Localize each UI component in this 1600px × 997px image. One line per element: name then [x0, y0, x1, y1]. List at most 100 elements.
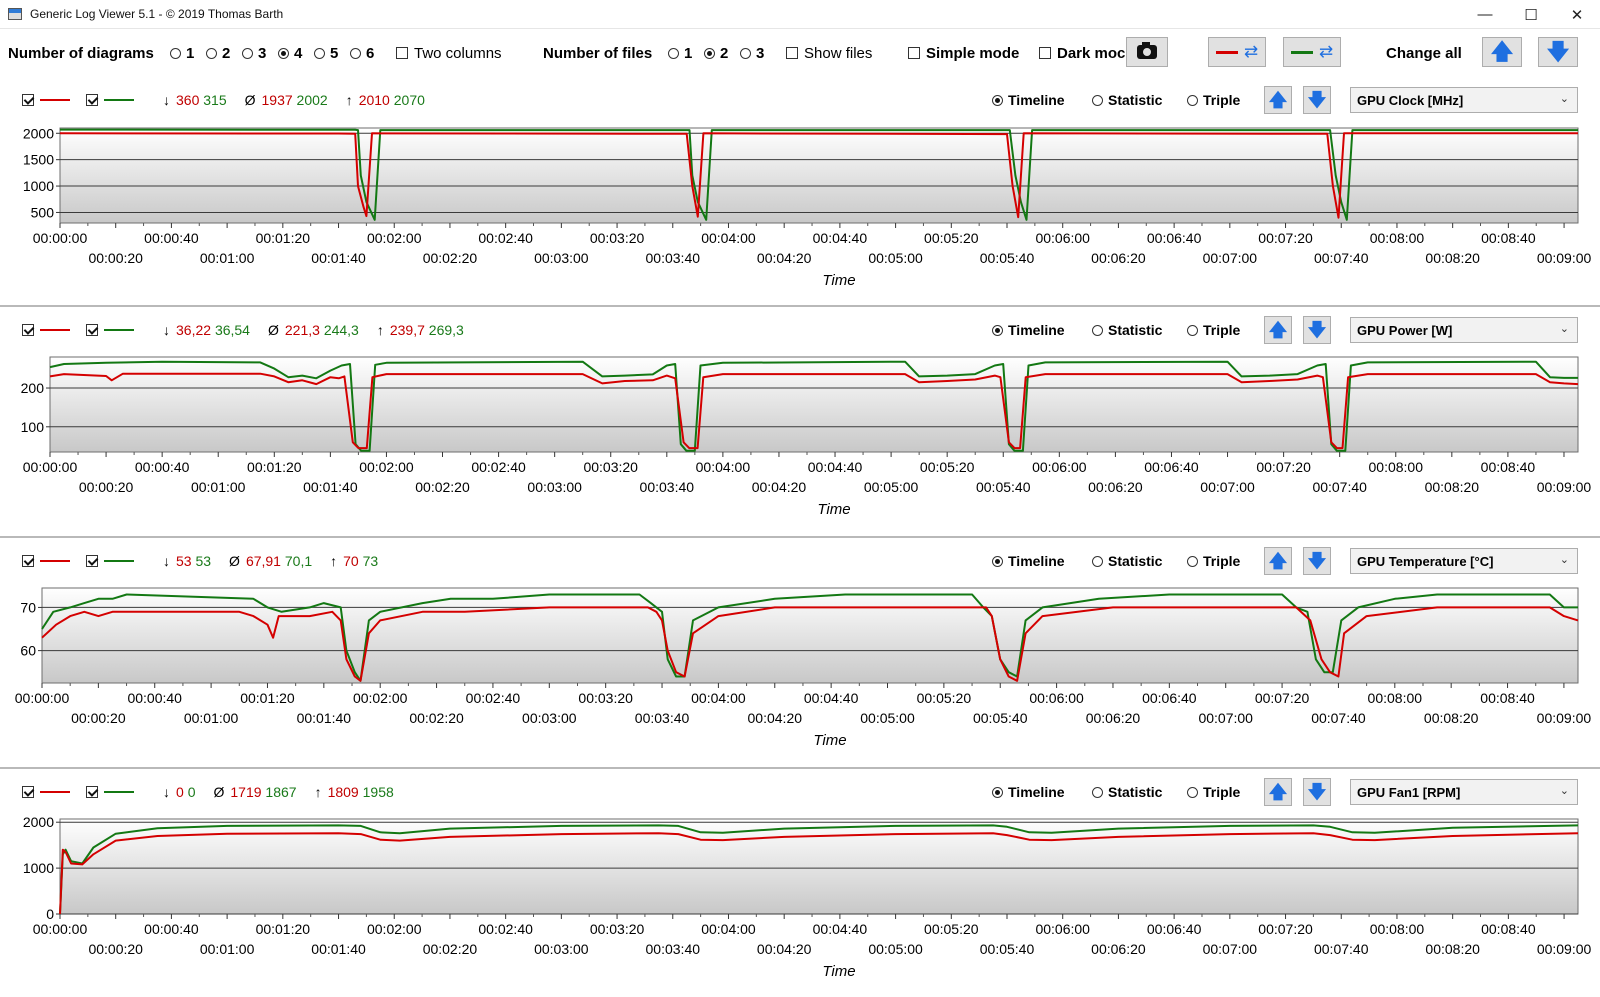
checkbox-icon: [786, 47, 798, 59]
y-tick-label: 100: [21, 419, 45, 435]
timeline-radio[interactable]: Timeline: [992, 77, 1065, 123]
diagram-up-button[interactable]: 🡅: [1264, 547, 1292, 575]
x-tick-label: 00:00:20: [79, 479, 134, 495]
change-all-down-button[interactable]: 🡇: [1538, 37, 1578, 67]
diagram-option-1[interactable]: 1: [170, 29, 194, 77]
max-arrow-icon: ↑: [376, 322, 384, 338]
x-tick-label: 00:03:40: [646, 250, 701, 266]
show-files-checkbox[interactable]: Show files: [786, 29, 872, 77]
triple-radio[interactable]: Triple: [1187, 307, 1240, 353]
panel-separator[interactable]: [0, 304, 1600, 309]
arrow-up-icon: 🡅: [1268, 90, 1288, 110]
checkbox-checked-icon: [22, 324, 34, 336]
red-series-toggle[interactable]: [22, 769, 70, 815]
red-series-toggle[interactable]: [22, 538, 70, 584]
x-tick-label: 00:04:00: [696, 459, 751, 475]
minimize-button[interactable]: —: [1477, 6, 1493, 23]
diagram-up-button[interactable]: 🡅: [1264, 778, 1292, 806]
screenshot-button[interactable]: [1126, 37, 1168, 67]
chart-clock[interactable]: 50010001500200000:00:0000:00:2000:00:400…: [0, 123, 1600, 305]
x-tick-label: 00:09:00: [1537, 941, 1592, 957]
statistic-radio[interactable]: Statistic: [1092, 77, 1162, 123]
x-tick-label: 00:00:40: [127, 690, 182, 706]
file-option-1[interactable]: 1: [668, 29, 692, 77]
x-tick-label: 00:07:20: [1256, 459, 1311, 475]
chart-fan[interactable]: 0 1000 2000 00:00:0000:00:2000:00:4000:01:0…: [0, 815, 1600, 997]
diagram-option-2[interactable]: 2: [206, 29, 230, 77]
triple-radio[interactable]: Triple: [1187, 769, 1240, 815]
x-tick-label: 00:07:40: [1311, 710, 1366, 726]
x-tick-label: 00:00:00: [33, 921, 88, 937]
x-tick-label: 00:02:40: [471, 459, 526, 475]
x-tick-label: 00:00:40: [144, 921, 199, 937]
min-arrow-icon: ↓: [163, 784, 170, 800]
radio-selected-icon: [704, 47, 715, 59]
change-all-up-button[interactable]: 🡅: [1482, 37, 1522, 67]
x-tick-label: 00:03:20: [583, 459, 638, 475]
x-tick-label: 00:00:00: [23, 459, 78, 475]
diagram-option-4[interactable]: 4: [278, 29, 302, 77]
min-green-value: 36,54: [214, 322, 250, 338]
diagram-down-button[interactable]: 🡇: [1303, 778, 1331, 806]
radio-icon: [170, 47, 181, 59]
statistic-radio[interactable]: Statistic: [1092, 538, 1162, 584]
x-tick-label: 00:08:00: [1368, 690, 1423, 706]
green-series-toggle[interactable]: [86, 538, 134, 584]
green-series-toggle[interactable]: [86, 77, 134, 123]
two-columns-checkbox[interactable]: Two columns: [396, 29, 502, 77]
diagram-up-button[interactable]: 🡅: [1264, 86, 1292, 114]
timeline-radio[interactable]: Timeline: [992, 307, 1065, 353]
diagram-down-button[interactable]: 🡇: [1303, 316, 1331, 344]
sensor-select[interactable]: GPU Fan1 [RPM] ⌄: [1350, 779, 1578, 805]
green-file-swap-button[interactable]: ⇄: [1283, 37, 1341, 67]
green-series-toggle[interactable]: [86, 307, 134, 353]
x-tick-label: 00:06:40: [1144, 459, 1199, 475]
panel-separator[interactable]: [0, 535, 1600, 540]
dark-mode-checkbox[interactable]: Dark moc: [1039, 29, 1129, 77]
y-tick-label: 2000: [23, 125, 54, 141]
red-series-toggle[interactable]: [22, 307, 70, 353]
file-option-3[interactable]: 3: [740, 29, 764, 77]
red-series-toggle[interactable]: [22, 77, 70, 123]
diagram-down-button[interactable]: 🡇: [1303, 86, 1331, 114]
sensor-select[interactable]: GPU Power [W] ⌄: [1350, 317, 1578, 343]
diagram-option-6[interactable]: 6: [350, 29, 374, 77]
chart-temp[interactable]: 607000:00:0000:00:2000:00:4000:01:0000:0…: [0, 584, 1600, 767]
series-line: [41, 606, 1579, 682]
checkbox-icon: [396, 47, 408, 59]
series-line: [59, 132, 1578, 219]
maximize-button[interactable]: ☐: [1524, 6, 1538, 24]
sensor-select[interactable]: GPU Temperature [°C] ⌄: [1350, 548, 1578, 574]
min-red-value: 36,22: [176, 322, 212, 338]
diagram-option-3[interactable]: 3: [242, 29, 266, 77]
x-tick-label: 00:05:00: [868, 941, 923, 957]
timeline-radio[interactable]: Timeline: [992, 769, 1065, 815]
triple-radio[interactable]: Triple: [1187, 538, 1240, 584]
green-line-icon: [104, 329, 134, 331]
diagram-option-5[interactable]: 5: [314, 29, 338, 77]
close-button[interactable]: ✕: [1570, 6, 1584, 24]
avg-green-value: 70,1: [284, 553, 313, 569]
green-series-toggle[interactable]: [86, 769, 134, 815]
chevron-down-icon: ⌄: [1559, 93, 1569, 105]
diagram-header: ↓ 53 53 Ø 67,91 70,1 ↑ 70 73 Timeline St…: [0, 538, 1600, 584]
sensor-select[interactable]: GPU Clock [MHz] ⌄: [1350, 87, 1578, 113]
x-tick-label: 00:03:20: [590, 230, 645, 246]
red-file-swap-button[interactable]: ⇄: [1208, 37, 1266, 67]
diagram-down-button[interactable]: 🡇: [1303, 547, 1331, 575]
chart-power[interactable]: 10020000:00:0000:00:2000:00:4000:01:0000…: [0, 353, 1600, 536]
statistic-radio[interactable]: Statistic: [1092, 769, 1162, 815]
file-option-2[interactable]: 2: [704, 29, 728, 77]
statistics-readout: ↓ 360 315 Ø 1937 2002 ↑ 2010 2070: [163, 77, 425, 123]
statistic-radio[interactable]: Statistic: [1092, 307, 1162, 353]
panel-separator[interactable]: [0, 766, 1600, 771]
timeline-radio[interactable]: Timeline: [992, 538, 1065, 584]
x-tick-label: 00:03:00: [534, 941, 589, 957]
checkbox-checked-icon: [86, 94, 98, 106]
x-tick-label: 00:04:40: [808, 459, 863, 475]
triple-radio[interactable]: Triple: [1187, 77, 1240, 123]
diagram-up-button[interactable]: 🡅: [1264, 316, 1292, 344]
red-line-icon: [40, 791, 70, 793]
simple-mode-checkbox[interactable]: Simple mode: [908, 29, 1019, 77]
x-tick-label: 00:06:00: [1035, 230, 1090, 246]
